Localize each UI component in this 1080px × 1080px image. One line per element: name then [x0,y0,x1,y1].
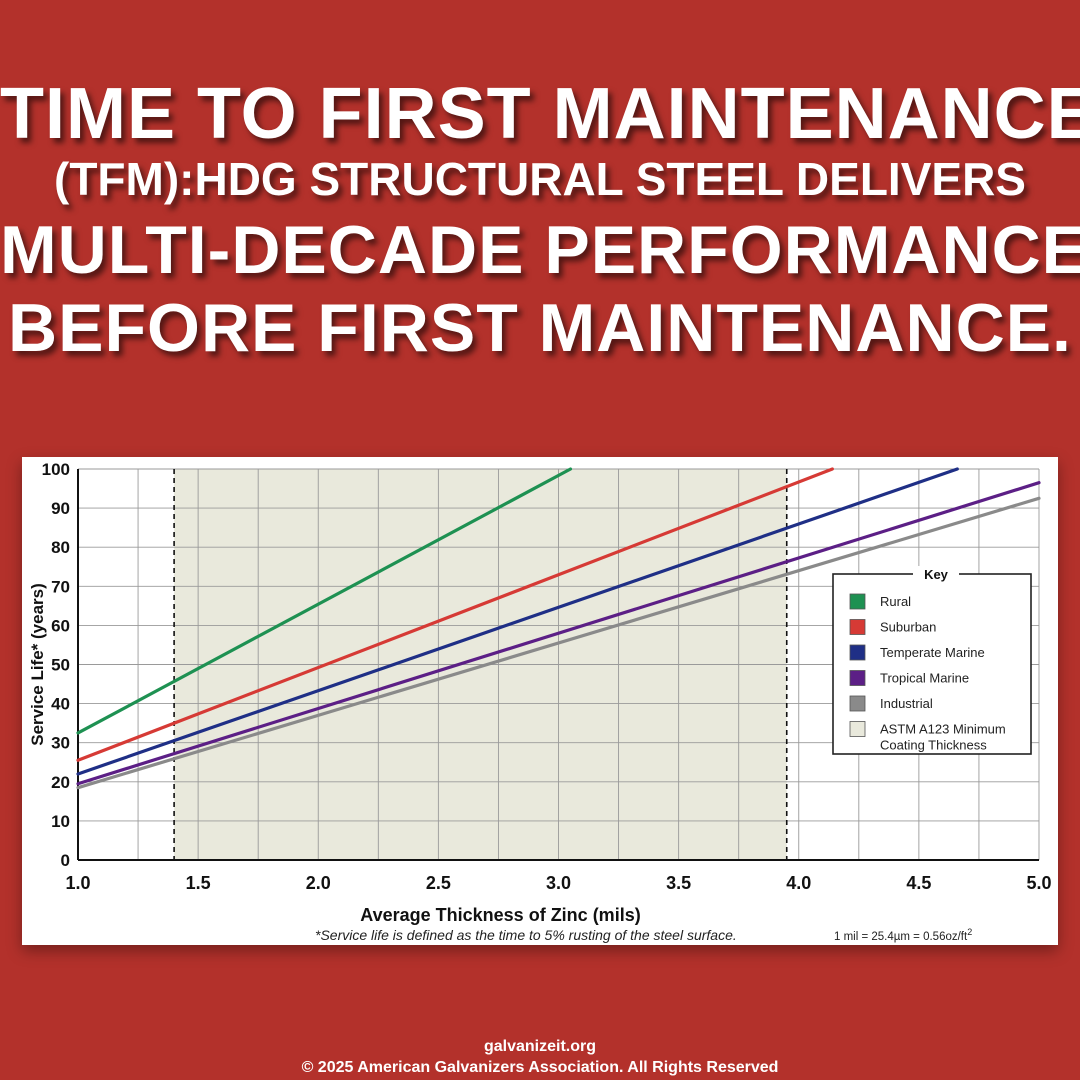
x-axis-label: Average Thickness of Zinc (mils) [360,905,640,925]
footer-site: galvanizeit.org [483,1038,597,1055]
x-tick-label: 5.0 [1026,873,1051,893]
grid-lines [77,468,1040,861]
series-line-suburban [76,467,834,762]
legend-swatch [849,670,866,686]
x-tick-label: 4.5 [906,873,931,893]
y-tick-label: 60 [51,616,70,635]
legend-title-gap [913,566,959,582]
chart-card: 0 10 20 30 40 50 60 70 80 90 100 1.0 1.5 2.0 2.5 3.0 3.5… [22,457,1058,945]
headline-line-2: (TFM):HDG STRUCTURAL STEEL DELIVERS [54,153,1026,205]
headline: TIME TO FIRST MAINTENANCE (TFM):HDG STRU… [0,78,1080,362]
y-tick-label: 20 [51,773,70,792]
y-tick-label: 90 [51,499,70,518]
legend-label: ASTM A123 Minimum [880,722,1006,737]
headline-line-3: MULTI-DECADE PERFORMANCE [0,212,1080,288]
legend-swatch [849,593,866,610]
series-line-tropical-marine [76,481,1041,786]
y-axis-label: Service Life* (years) [28,583,47,746]
y-tick-label: 80 [51,538,70,557]
y-tick-label: 0 [61,851,70,870]
x-tick-label: 1.0 [65,873,90,893]
y-tick-label: 40 [51,695,70,714]
legend-box [832,573,1032,755]
y-tick-label: 10 [51,812,70,831]
legend-label: Rural [880,594,911,609]
legend-label: Tropical Marine [880,671,969,686]
y-tick-label: 100 [42,460,70,479]
legend-label: Industrial [880,696,933,711]
service-life-chart: 0 10 20 30 40 50 60 70 80 90 100 1.0 1.5 2.0 2.5 3.0 3.5… [28,460,1052,943]
x-tick-label: 3.5 [666,873,691,893]
headline-line-1: TIME TO FIRST MAINTENANCE [0,74,1080,154]
series-line-industrial [76,496,1041,790]
legend-swatch [849,644,866,661]
y-tick-label: 70 [51,577,70,596]
y-tick-label: 30 [51,734,70,753]
series-line-temperate-marine [76,467,959,776]
x-tick-label: 2.5 [426,873,451,893]
y-tick-label: 50 [51,656,70,675]
legend-swatch [849,619,866,635]
headline-line-4: BEFORE FIRST MAINTENANCE. [8,290,1072,366]
legend-title: Key [924,567,949,582]
x-tick-label: 4.0 [786,873,811,893]
x-tick-label: 2.0 [306,873,331,893]
legend-label: Suburban [880,620,936,635]
x-tick-label: 3.0 [546,873,571,893]
chart-footnote: *Service life is defined as the time to … [315,927,737,943]
series-line-rural [76,467,573,735]
unit-conversion-note: 1 mil = 25.4µm = 0.56oz/ft2 [834,927,972,943]
chart-legend: Key Rural Suburban Temperate Marine Tropical… [832,566,1032,755]
legend-swatch [849,721,866,737]
legend-label-line-2: Coating Thickness [880,738,987,753]
legend-swatch [849,695,866,712]
x-tick-label: 1.5 [186,873,211,893]
legend-label: Temperate Marine [880,645,985,660]
footer-copyright: © 2025 American Galvanizers Association.… [301,1059,779,1076]
